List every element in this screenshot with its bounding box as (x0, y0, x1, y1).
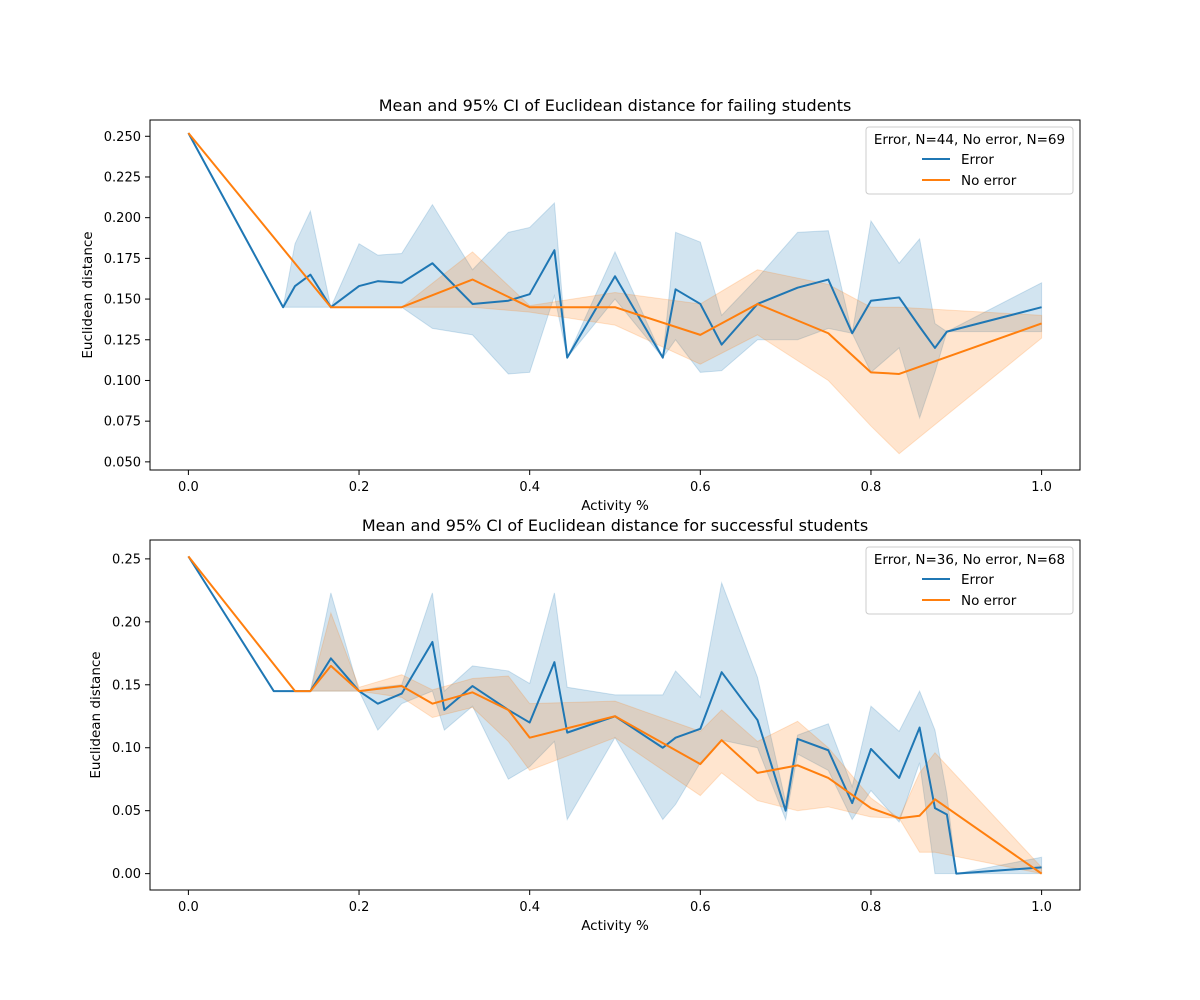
chart-title: Mean and 95% CI of Euclidean distance fo… (362, 516, 868, 535)
x-axis-label: Activity % (581, 918, 649, 934)
x-tick-label: 0.4 (519, 480, 540, 495)
x-tick-label: 0.8 (861, 900, 882, 915)
x-tick-label: 0.6 (690, 480, 711, 495)
x-tick-label: 0.2 (349, 900, 370, 915)
x-tick-label: 0.0 (178, 900, 199, 915)
y-tick-label: 0.05 (112, 804, 141, 819)
x-axis-ticks: 0.0 0.2 0.4 0.6 0.8 1.0 (178, 890, 1052, 915)
axes-frame (149, 119, 1081, 471)
x-tick-label: 0.4 (519, 900, 540, 915)
y-axis-ticks: 0.050 0.075 0.100 0.125 0.150 0.175 0.200 0.225… (104, 130, 150, 470)
series-line-no-error (187, 555, 1043, 875)
series-line-error (187, 132, 1042, 359)
y-tick-label: 0.100 (104, 374, 141, 389)
y-axis-label: Euclidean distance (88, 651, 104, 778)
legend-label-no-error: No error (961, 173, 1017, 189)
legend-box (865, 126, 1074, 195)
series-line-no-error (187, 132, 1042, 375)
x-tick-label: 1.0 (1031, 900, 1052, 915)
y-tick-label: 0.150 (104, 293, 141, 308)
y-tick-label: 0.075 (104, 415, 141, 430)
x-tick-label: 0.2 (349, 480, 370, 495)
y-tick-label: 0.175 (104, 252, 141, 267)
x-tick-label: 0.6 (690, 900, 711, 915)
legend-label-error: Error (961, 572, 994, 588)
y-axis-ticks: 0.00 0.05 0.10 0.15 0.20 0.25 (112, 552, 150, 882)
chart-failing-students: Mean and 95% CI of Euclidean distance fo… (80, 96, 1081, 514)
x-tick-label: 0.0 (178, 480, 199, 495)
legend-label-no-error: No error (961, 593, 1017, 609)
axes-frame (149, 539, 1081, 891)
x-axis-label: Activity % (581, 498, 649, 514)
ci-band-error (187, 556, 1043, 875)
y-axis-label: Euclidean distance (80, 231, 96, 358)
chart-successful-students: Mean and 95% CI of Euclidean distance fo… (88, 516, 1081, 934)
y-tick-label: 0.25 (112, 552, 141, 567)
x-tick-label: 0.8 (861, 480, 882, 495)
y-tick-label: 0.15 (112, 678, 141, 693)
y-tick-label: 0.10 (112, 741, 141, 756)
chart-title: Mean and 95% CI of Euclidean distance fo… (379, 96, 852, 115)
x-axis-ticks: 0.0 0.2 0.4 0.6 0.8 1.0 (178, 470, 1052, 495)
legend-title: Error, N=44, No error, N=69 (874, 132, 1065, 148)
series-line-error (187, 555, 1042, 875)
legend-label-error: Error (961, 152, 994, 168)
ci-band-no-error (187, 556, 1043, 875)
y-tick-label: 0.200 (104, 211, 141, 226)
legend: Error, N=44, No error, N=69 Error No err… (865, 126, 1074, 195)
legend: Error, N=36, No error, N=68 Error No err… (865, 546, 1074, 615)
plot-area (187, 555, 1043, 875)
legend-title: Error, N=36, No error, N=68 (874, 552, 1065, 568)
y-tick-label: 0.250 (104, 130, 141, 145)
plot-area (187, 132, 1043, 455)
y-tick-label: 0.00 (112, 867, 141, 882)
y-tick-label: 0.20 (112, 615, 141, 630)
y-tick-label: 0.125 (104, 333, 141, 348)
x-tick-label: 1.0 (1031, 480, 1052, 495)
y-tick-label: 0.225 (104, 170, 141, 185)
legend-box (865, 546, 1074, 615)
y-tick-label: 0.050 (104, 455, 141, 470)
